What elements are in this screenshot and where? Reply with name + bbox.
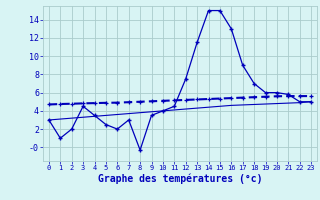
- X-axis label: Graphe des températures (°c): Graphe des températures (°c): [98, 174, 262, 184]
